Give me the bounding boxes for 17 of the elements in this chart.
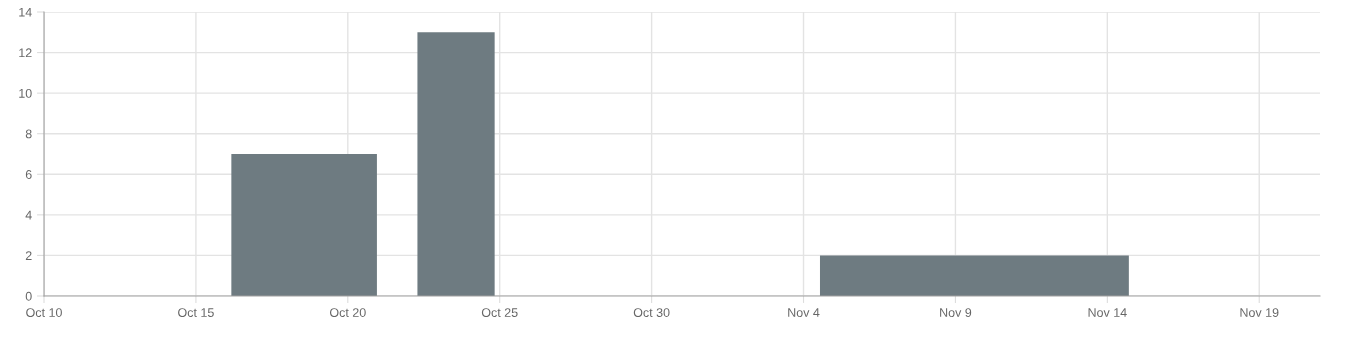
y-tick-label: 4	[25, 210, 32, 220]
y-tick-label: 0	[25, 291, 32, 301]
x-tick-label: Oct 25	[481, 308, 518, 317]
x-tick-label: Nov 19	[1240, 308, 1279, 317]
x-tick-label: Oct 10	[26, 308, 62, 317]
y-tick-label: 2	[25, 251, 32, 260]
y-tick-label: 14	[19, 7, 32, 17]
x-tick-label: Nov 4	[788, 308, 820, 317]
x-tick-label: Oct 30	[633, 308, 670, 317]
x-tick-label: Nov 9	[940, 308, 972, 317]
x-tick-label: Oct 15	[178, 308, 214, 317]
x-tick-label: Nov 14	[1088, 308, 1127, 317]
y-tick-label: 12	[19, 48, 32, 58]
y-tick-label: 10	[19, 88, 32, 98]
x-tick-label: Oct 20	[329, 308, 366, 317]
y-tick-label: 6	[25, 170, 32, 179]
y-tick-label: 8	[25, 129, 32, 139]
